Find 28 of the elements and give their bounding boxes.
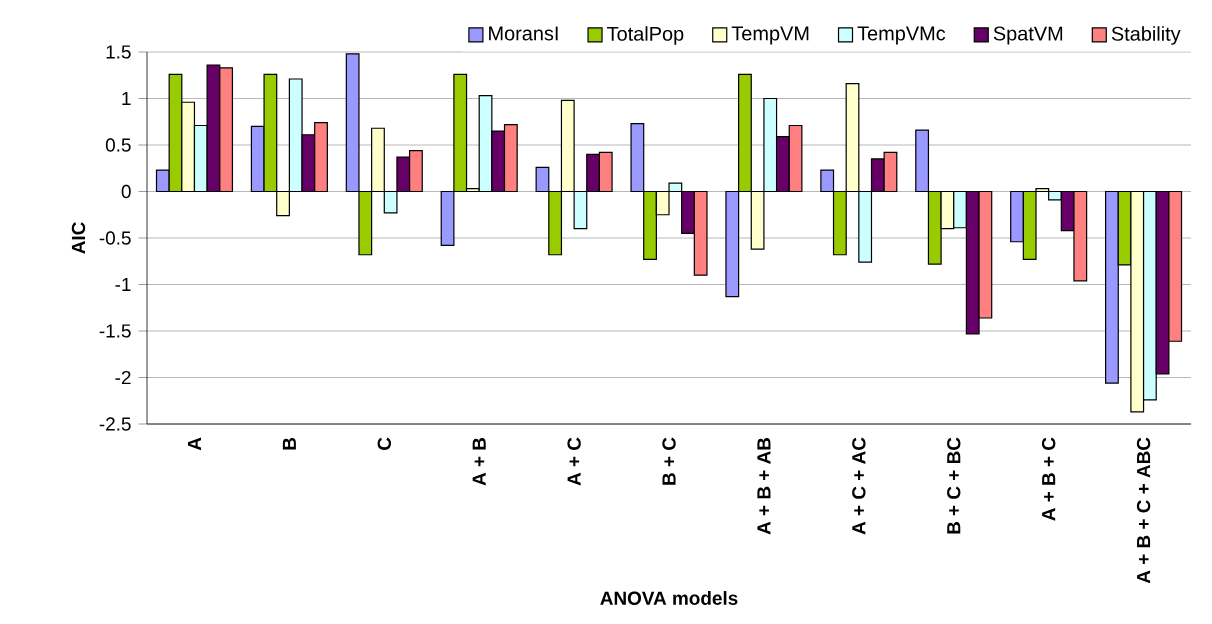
y-axis-title: AIC	[71, 222, 86, 254]
x-axis-title: ANOVA models	[600, 591, 738, 605]
x-tick-label: A + B + AB	[757, 437, 771, 535]
x-tick-label: A + C + AC	[852, 437, 866, 535]
y-tick-label: -2	[115, 370, 131, 385]
y-tick-label: -1.5	[99, 324, 131, 338]
legend-label: MoransI	[489, 26, 558, 41]
x-tick-label: A + B + C + ABC	[1136, 437, 1151, 584]
y-tick-label: 0.5	[105, 138, 131, 152]
legend-label: SpatVM	[993, 26, 1063, 45]
y-tick-label: 1	[122, 91, 131, 106]
y-tick-label: 1.5	[106, 45, 131, 59]
y-tick-label: -1	[115, 277, 131, 292]
y-tick-label: 0	[121, 184, 131, 199]
x-tick-label: A + C	[567, 437, 581, 486]
x-tick-label: B	[282, 437, 296, 450]
legend-label: TempVM	[731, 26, 809, 45]
x-tick-label: C	[377, 437, 391, 450]
x-tick-label: B + C + BC	[947, 437, 961, 534]
x-tick-label: A	[187, 437, 201, 451]
x-tick-label: A + B + C	[1041, 437, 1056, 521]
y-tick-label: -0.5	[99, 231, 131, 245]
x-tick-label: B + C	[662, 437, 676, 485]
legend-label: TotalPop	[607, 26, 684, 45]
legend-label: TempVMc	[857, 26, 946, 45]
x-tick-label: A + B	[472, 437, 486, 486]
y-tick-label: -2.5	[99, 417, 131, 431]
legend-label: Stability	[1111, 26, 1181, 45]
